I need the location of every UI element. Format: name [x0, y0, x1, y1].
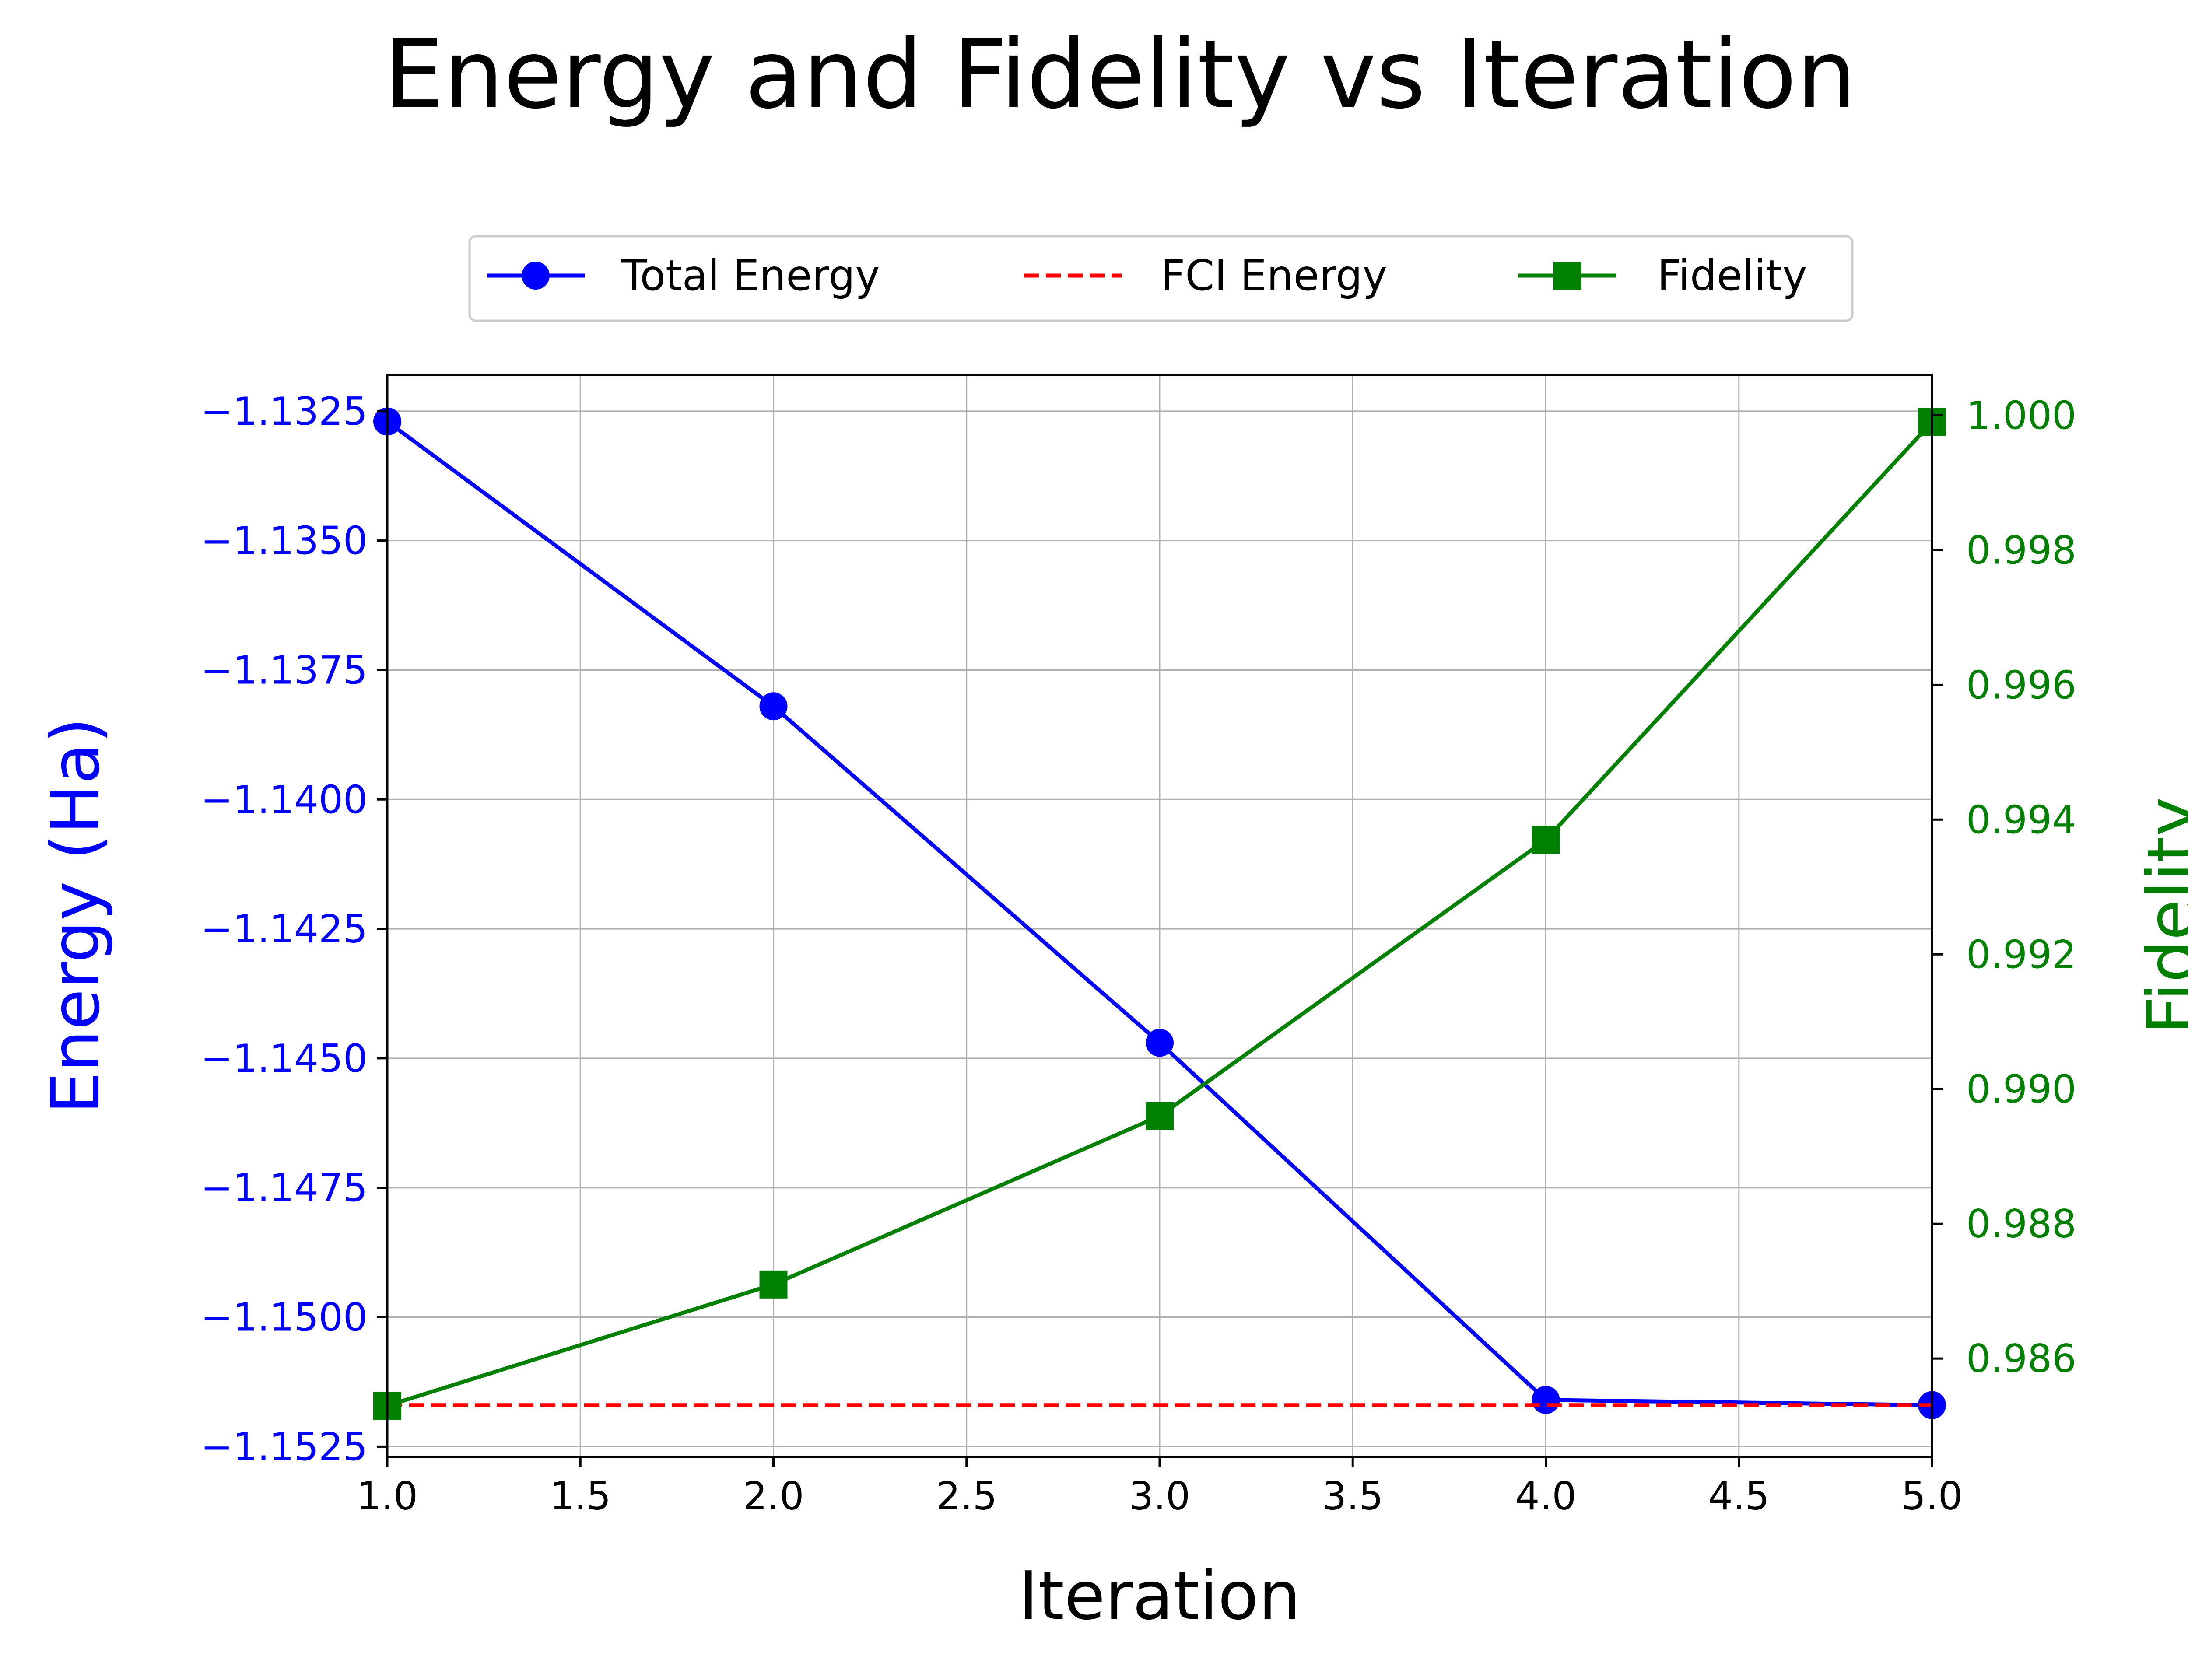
- legend: Total Energy FCI Energy Fidelity: [468, 235, 1854, 322]
- y-tick-label: −1.1425: [200, 906, 368, 952]
- series-layer: [373, 407, 1946, 1420]
- legend-entry-fci-energy: FCI Energy: [1024, 251, 1387, 300]
- x-tick-label: 1.0: [357, 1474, 418, 1519]
- y2-tick-label: 0.994: [1966, 797, 2076, 842]
- y2-tick-label: 0.998: [1966, 528, 2076, 573]
- x-tick-label: 1.5: [550, 1474, 611, 1519]
- x-tick-label: 3.0: [1129, 1474, 1190, 1519]
- legend-box: [468, 235, 1854, 322]
- y-tick-label: −1.1475: [200, 1166, 368, 1211]
- data-point-total-energy: [1146, 1029, 1174, 1057]
- data-point-total-energy: [759, 692, 788, 721]
- y-tick-label: −1.1525: [200, 1424, 368, 1469]
- x-tick-label: 2.5: [936, 1474, 997, 1519]
- legend-marker-total-energy: [522, 262, 550, 290]
- data-point-fidelity: [1146, 1102, 1174, 1130]
- x-axis: 1.0 1.5 2.0 2.5 3.0 3.5 4.0 4.5 5.0: [357, 1457, 1963, 1519]
- x-tick-label: 2.0: [743, 1474, 804, 1519]
- y2-tick-label: 0.988: [1966, 1201, 2076, 1246]
- x-tick-label: 5.0: [1901, 1474, 1963, 1519]
- y-axis-right: 0.986 0.988 0.990 0.992 0.994 0.996 0.998 1.000: [1932, 393, 2076, 1381]
- data-point-fidelity: [1532, 826, 1560, 854]
- legend-entry-fidelity: Fidelity: [1518, 251, 1807, 300]
- data-point-total-energy: [1532, 1386, 1560, 1414]
- y2-tick-label: 0.992: [1966, 932, 2076, 977]
- x-axis-label: Iteration: [1019, 1557, 1301, 1634]
- y-tick-label: −1.1325: [200, 389, 368, 434]
- y-tick-label: −1.1400: [200, 777, 368, 822]
- y-axis-left-label: Energy (Ha): [37, 718, 114, 1114]
- legend-marker-fidelity: [1553, 262, 1581, 290]
- y2-tick-label: 1.000: [1966, 393, 2076, 438]
- y-tick-label: −1.1500: [200, 1295, 368, 1340]
- x-tick-label: 4.5: [1708, 1474, 1770, 1519]
- legend-entry-total-energy: Total Energy: [487, 251, 880, 300]
- x-tick-label: 3.5: [1322, 1474, 1383, 1519]
- y2-tick-label: 0.996: [1966, 662, 2076, 707]
- y-tick-label: −1.1375: [200, 648, 368, 693]
- y2-tick-label: 0.986: [1966, 1336, 2076, 1381]
- legend-label-fidelity: Fidelity: [1657, 251, 1807, 300]
- legend-label-total-energy: Total Energy: [621, 251, 880, 300]
- y2-tick-label: 0.990: [1966, 1067, 2076, 1112]
- data-point-fidelity: [759, 1270, 788, 1298]
- x-tick-label: 4.0: [1515, 1474, 1577, 1519]
- y-tick-label: −1.1450: [200, 1036, 368, 1081]
- chart-title: Energy and Fidelity vs Iteration: [384, 20, 1857, 130]
- y-axis-right-label: Fidelity: [2133, 797, 2188, 1035]
- y-axis-left: −1.1325 −1.1350 −1.1375 −1.1400 −1.1425 −1.14…: [200, 389, 387, 1469]
- legend-label-fci-energy: FCI Energy: [1161, 251, 1387, 300]
- y-tick-label: −1.1350: [200, 518, 368, 564]
